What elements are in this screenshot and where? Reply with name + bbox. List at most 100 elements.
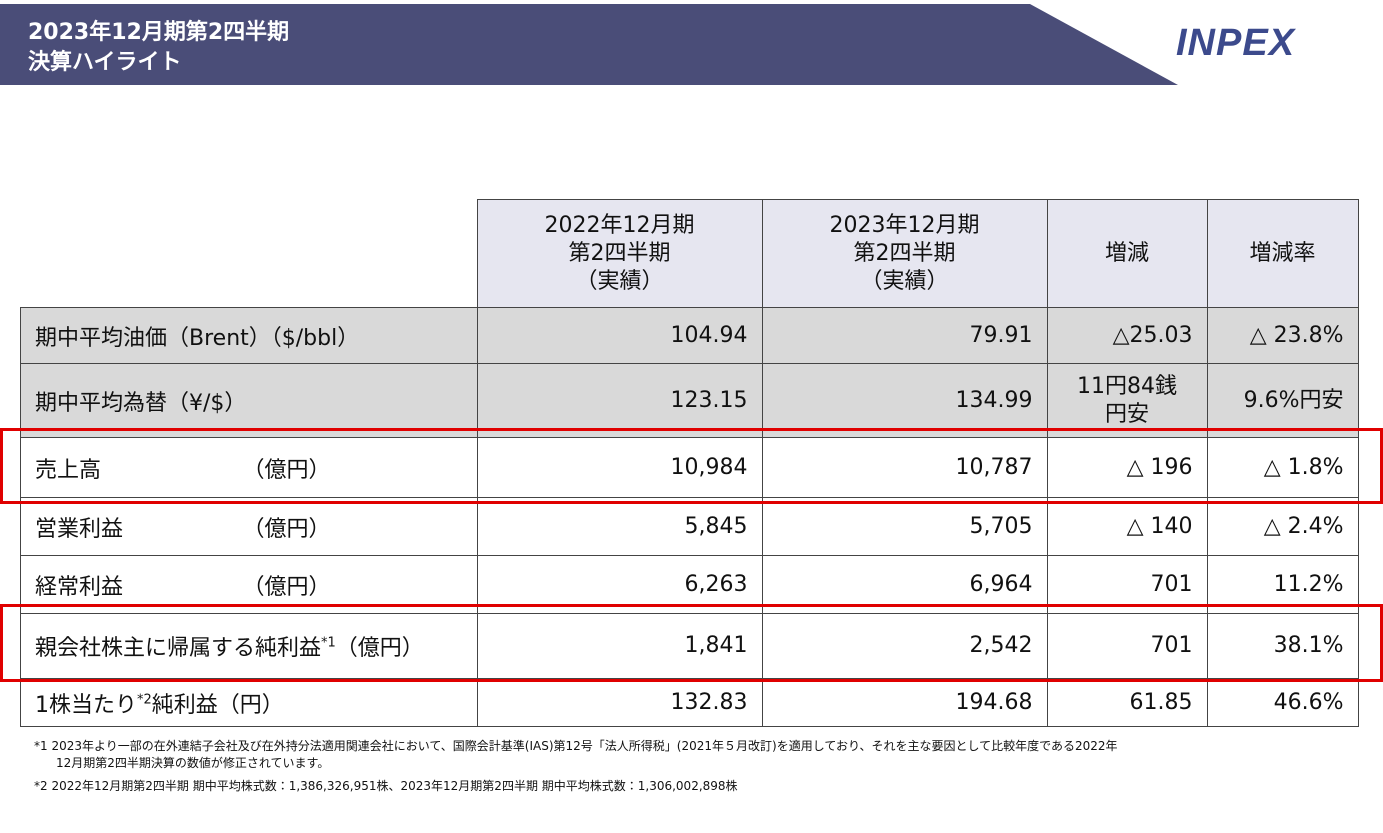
header-line: （実績） <box>860 268 949 294</box>
cell-text: 61.85 <box>1129 689 1193 715</box>
row-label: 売上高 （億円） <box>20 437 478 498</box>
value-cell: 104.94 <box>476 307 763 364</box>
corner-cell <box>20 199 478 308</box>
header-band <box>0 4 1178 85</box>
value-cell: 134.99 <box>761 363 1048 438</box>
value-cell: 46.6% <box>1206 678 1359 727</box>
value-cell: 701 <box>1046 613 1208 679</box>
cell-text: △ 1.8% <box>1263 454 1344 480</box>
cell-text: 5,705 <box>969 513 1033 539</box>
header-line: 2023年12月期 <box>829 212 980 238</box>
cell-text: 1,841 <box>684 633 748 658</box>
label-text: 親会社株主に帰属する純利益 <box>35 636 322 661</box>
header-row: 2022年12月期 第2四半期 （実績） 2023年12月期 第2四半期 （実績） 増減 増減… <box>20 199 1359 308</box>
table-row: 親会社株主に帰属する純利益*1（億円） 1,841 2,542 701 38.1% <box>20 613 1359 679</box>
header-shape <box>0 4 1178 85</box>
unit: （億円） <box>242 574 331 600</box>
title: 決算ハイライト <box>28 50 182 75</box>
value-cell: 79.91 <box>761 307 1048 364</box>
value-cell: △ 196 <box>1046 437 1208 498</box>
unit: （億円） <box>242 516 331 542</box>
value-cell: 38.1% <box>1206 613 1359 679</box>
label-text: 売上高 <box>35 457 102 483</box>
value-cell: 5,845 <box>476 497 763 556</box>
header-line: 第2四半期 <box>568 240 671 266</box>
row-label: 1株当たり*2純利益（円） <box>20 678 478 727</box>
value-cell: 1,841 <box>476 613 763 679</box>
cell-text: △25.03 <box>1112 322 1193 348</box>
cell-text: 132.83 <box>670 689 748 715</box>
row-label: 親会社株主に帰属する純利益*1（億円） <box>20 613 478 679</box>
value-cell: 9.6%円安 <box>1206 363 1359 438</box>
column-header: 2023年12月期 第2四半期 （実績） <box>761 199 1048 308</box>
label-text: 期中平均為替（¥/$） <box>35 390 247 416</box>
cell-text: 2,542 <box>969 633 1033 658</box>
label-text: 1株当たり <box>35 692 137 718</box>
cell-text: 6,964 <box>969 571 1033 597</box>
cell-text: 134.99 <box>955 387 1033 413</box>
label-text: 期中平均油価（Brent）（$/bbl） <box>35 325 360 351</box>
cell-text: 5,845 <box>684 513 748 539</box>
cell-text: 701 <box>1150 571 1193 597</box>
value-cell: 2,542 <box>761 613 1048 679</box>
header-line: 増減率 <box>1249 240 1316 266</box>
footnote: *1 2023年より一部の在外連結子会社及び在外持分法適用関連会社において、国際… <box>34 739 1118 753</box>
value-cell: 10,984 <box>476 437 763 498</box>
label-text: （億円） <box>335 636 424 661</box>
header-line: （実績） <box>575 268 664 294</box>
value-cell: 132.83 <box>476 678 763 727</box>
value-cell: 5,705 <box>761 497 1048 556</box>
row-label: 営業利益 （億円） <box>20 497 478 556</box>
cell-text: 194.68 <box>955 689 1033 715</box>
cell-text: 701 <box>1150 633 1193 658</box>
value-cell: 194.68 <box>761 678 1048 727</box>
logo: INPEX <box>1176 22 1296 64</box>
cell-text: 104.94 <box>670 322 748 348</box>
cell-text: △ 23.8% <box>1249 322 1344 348</box>
value-cell: 123.15 <box>476 363 763 438</box>
cell-text: 79.91 <box>969 322 1033 348</box>
unit: （億円） <box>242 457 331 483</box>
cell-text: 9.6%円安 <box>1243 387 1344 413</box>
column-header: 2022年12月期 第2四半期 （実績） <box>476 199 763 308</box>
highlight-box <box>0 428 1383 504</box>
value-cell: △ 140 <box>1046 497 1208 556</box>
column-header: 増減 <box>1046 199 1208 308</box>
header-line: 増減 <box>1104 240 1149 266</box>
footnote: 12月期第2四半期決算の数値が修正されています。 <box>56 756 330 770</box>
value-cell: 10,787 <box>761 437 1048 498</box>
table: 2022年12月期 第2四半期 （実績） 2023年12月期 第2四半期 （実績） 増減 増減… <box>20 199 1359 727</box>
cell-text: △ 140 <box>1126 513 1193 539</box>
table-row: 売上高 （億円） 10,984 10,787 △ 196 △ 1.8% <box>20 437 1359 498</box>
column-header: 増減率 <box>1206 199 1359 308</box>
cell-text: 11.2% <box>1273 571 1344 597</box>
value-cell: △ 23.8% <box>1206 307 1359 364</box>
value-cell: 11円84銭 円安 <box>1046 363 1208 438</box>
cell-text: 11円84銭 <box>1077 373 1177 399</box>
cell-text: 46.6% <box>1273 689 1344 715</box>
value-cell: △25.03 <box>1046 307 1208 364</box>
table-row: 1株当たり*2純利益（円） 132.83 194.68 61.85 46.6% <box>20 678 1359 727</box>
cell-text: 10,787 <box>955 454 1033 480</box>
cell-text: 円安 <box>1104 401 1149 427</box>
row-label: 期中平均為替（¥/$） <box>20 363 478 438</box>
footnote: *2 2022年12月期第2四半期 期中平均株式数：1,386,326,951株… <box>34 779 738 793</box>
table-row: 期中平均為替（¥/$） 123.15 134.99 11円84銭 円安 9.6%円安 <box>20 363 1359 438</box>
header-line: 第2四半期 <box>853 240 956 266</box>
cell-text: 6,263 <box>684 571 748 597</box>
label-text: *1 <box>321 635 336 651</box>
label-text: 純利益（円） <box>151 692 284 718</box>
header-line: 2022年12月期 <box>544 212 695 238</box>
table-row: 期中平均油価（Brent）（$/bbl） 104.94 79.91 △25.03 △ 2… <box>20 307 1359 364</box>
value-cell: 61.85 <box>1046 678 1208 727</box>
row-label: 期中平均油価（Brent）（$/bbl） <box>20 307 478 364</box>
label-text: *2 <box>137 692 152 708</box>
label-text: 営業利益 <box>35 516 124 542</box>
cell-text: 123.15 <box>670 387 748 413</box>
cell-text: 10,984 <box>670 454 748 480</box>
label-text: 経常利益 <box>35 574 124 600</box>
value-cell: △ 1.8% <box>1206 437 1359 498</box>
cell-text: 38.1% <box>1273 633 1344 658</box>
highlight-box <box>0 604 1383 682</box>
